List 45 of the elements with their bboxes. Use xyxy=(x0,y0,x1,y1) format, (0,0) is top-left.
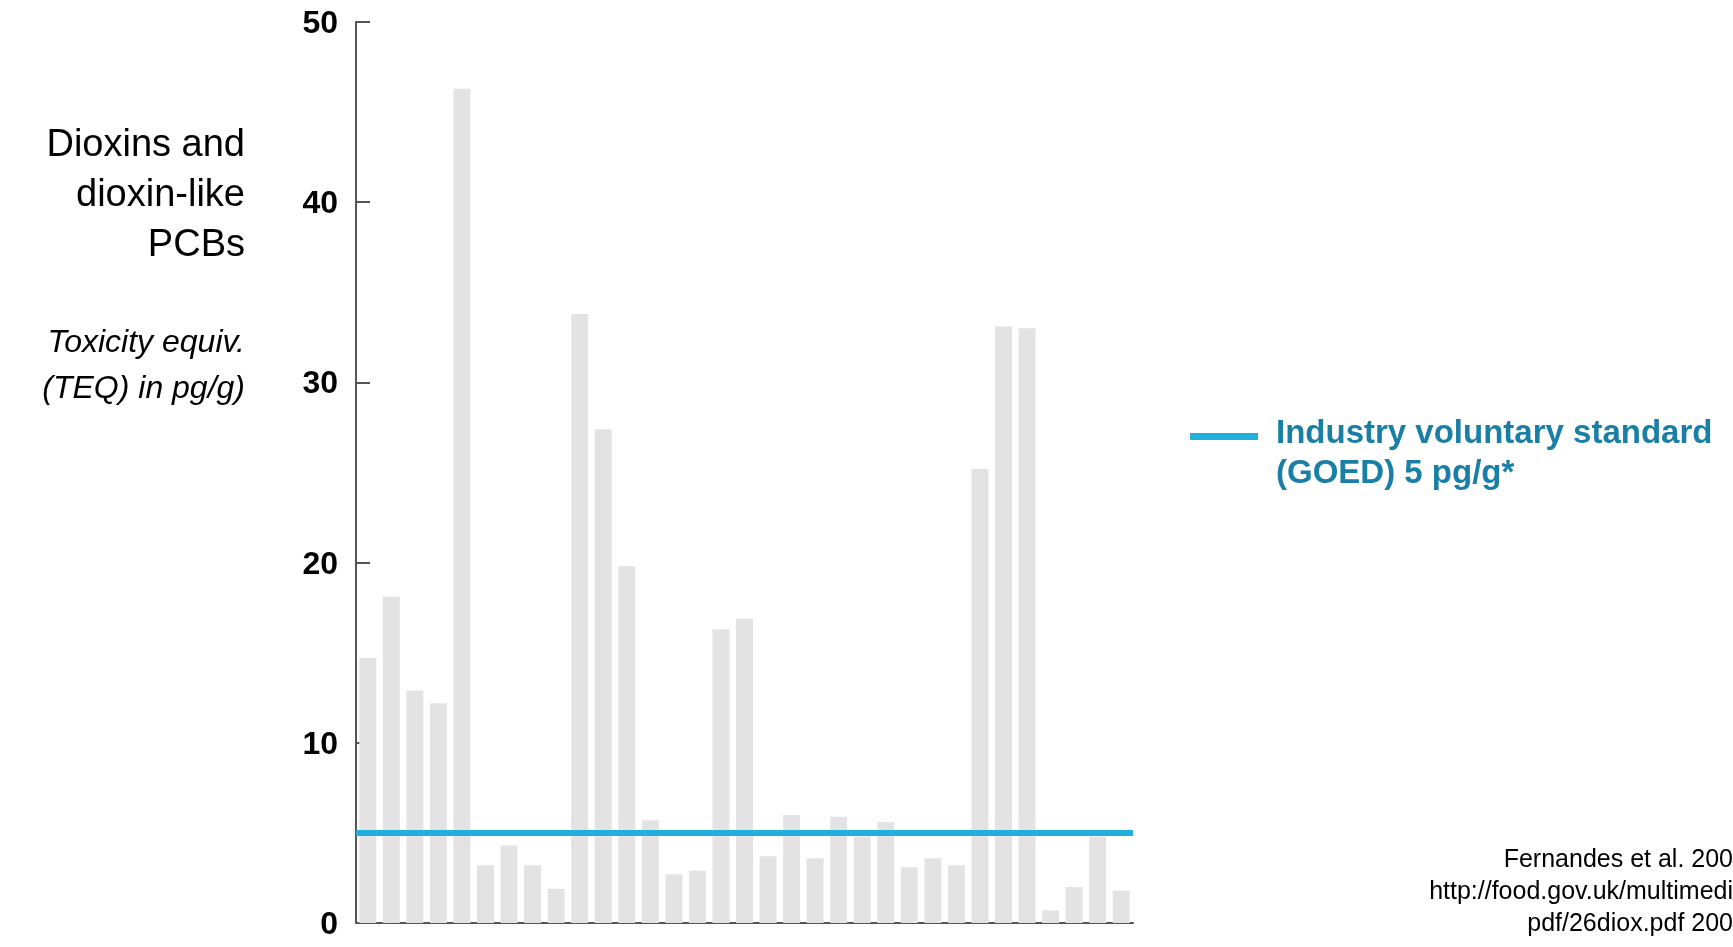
bar xyxy=(900,867,918,923)
text: Fernandes et al. 200 xyxy=(1502,843,1733,874)
bar xyxy=(547,888,565,923)
y-tick-label: 20 xyxy=(302,544,338,581)
text: Toxicity equiv. (TEQ) in pg/g) xyxy=(41,322,245,407)
bar xyxy=(830,816,848,923)
bar xyxy=(924,858,942,923)
bar xyxy=(736,618,753,923)
text: http://food.gov.uk/multimedi xyxy=(1428,875,1733,906)
y-tick-label: 10 xyxy=(302,724,338,761)
bar xyxy=(1089,836,1107,923)
bar xyxy=(712,629,730,923)
bar xyxy=(853,836,871,923)
y-tick-label: 50 xyxy=(302,4,338,40)
bar xyxy=(1042,910,1060,923)
bar xyxy=(1112,890,1130,923)
bar xyxy=(759,856,777,923)
bar xyxy=(429,703,447,923)
text: pdf/26diox.pdf 200 xyxy=(1526,907,1733,938)
bar xyxy=(641,820,659,923)
bar xyxy=(783,814,801,923)
bar xyxy=(877,822,895,923)
bar xyxy=(406,690,424,923)
bar xyxy=(500,845,518,923)
legend-label: Industry voluntary standard (GOED) 5 pg/g* xyxy=(1276,412,1714,492)
y-tick-label: 30 xyxy=(302,364,338,401)
bar xyxy=(618,566,636,923)
bar xyxy=(688,870,706,923)
y-tick-label: 0 xyxy=(320,905,338,941)
bar xyxy=(359,658,377,923)
bar xyxy=(524,865,542,923)
bar xyxy=(594,429,612,923)
y-tick-label: 40 xyxy=(302,184,338,221)
bar xyxy=(665,874,683,923)
bar xyxy=(1018,328,1036,923)
bar xyxy=(571,313,589,923)
bar xyxy=(971,468,989,923)
bar xyxy=(1065,886,1083,923)
bar xyxy=(477,865,494,923)
y-axis-title: Dioxins and dioxin-like PCBs xyxy=(45,121,245,266)
bar xyxy=(382,596,400,923)
bar xyxy=(453,88,471,923)
bar xyxy=(806,858,824,923)
bar xyxy=(995,326,1012,923)
bar xyxy=(947,865,965,923)
